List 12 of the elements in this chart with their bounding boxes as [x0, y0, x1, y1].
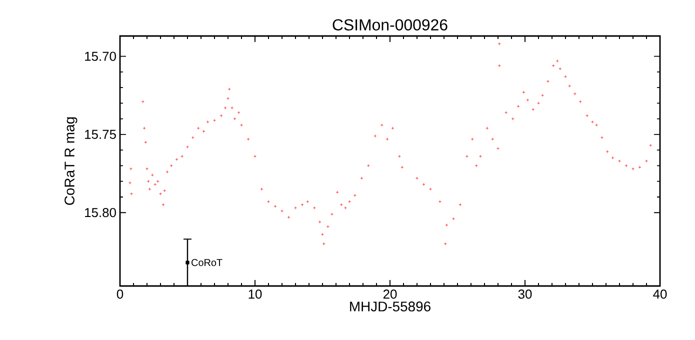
y-tick-label: 15.70 [85, 52, 116, 61]
x-tick-label: 10 [248, 290, 262, 299]
x-tick-label: 0 [116, 290, 124, 299]
x-tick-label: 30 [518, 290, 532, 299]
y-tick-label: 15.80 [85, 208, 116, 218]
chart-title: CSIMon-000926 [332, 19, 448, 30]
x-tick-label: 20 [383, 290, 397, 299]
x-axis-title: MHJD-55896 [350, 302, 430, 312]
y-tick-label: 15.75 [85, 130, 116, 139]
series-label: CoRoT [192, 259, 222, 266]
y-axis-title: CoRaT R mag [64, 117, 78, 205]
x-tick-label: 40 [653, 290, 667, 299]
